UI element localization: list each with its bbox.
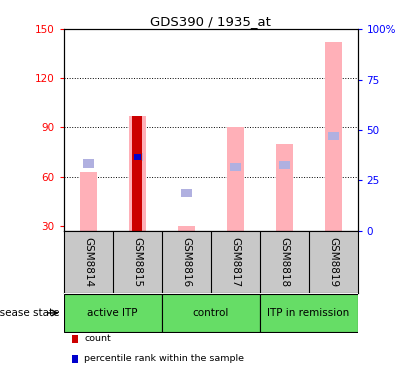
Text: GSM8816: GSM8816	[181, 237, 191, 287]
Text: GSM8819: GSM8819	[328, 237, 338, 287]
Text: count: count	[84, 334, 111, 343]
Text: GSM8814: GSM8814	[83, 237, 93, 287]
Bar	[134, 154, 141, 160]
Bar	[83, 159, 94, 168]
Text: percentile rank within the sample: percentile rank within the sample	[84, 354, 245, 363]
Text: ITP in remission: ITP in remission	[268, 308, 350, 318]
Bar	[325, 42, 342, 231]
Bar	[132, 153, 143, 161]
Bar	[279, 161, 290, 169]
Bar	[80, 172, 97, 231]
Text: active ITP: active ITP	[88, 308, 138, 318]
Title: GDS390 / 1935_at: GDS390 / 1935_at	[150, 15, 271, 28]
Text: control: control	[192, 308, 229, 318]
Bar	[132, 116, 142, 231]
Bar	[230, 163, 241, 171]
Text: GSM8817: GSM8817	[230, 237, 240, 287]
Text: disease state: disease state	[0, 308, 60, 318]
Bar	[178, 226, 195, 231]
Bar	[129, 116, 146, 231]
Bar	[328, 131, 339, 140]
Bar	[226, 127, 244, 231]
Bar	[275, 144, 293, 231]
Bar	[64, 294, 162, 332]
Text: GSM8815: GSM8815	[132, 237, 142, 287]
Text: GSM8818: GSM8818	[279, 237, 289, 287]
Bar	[180, 189, 192, 197]
Bar	[260, 294, 358, 332]
Bar	[162, 294, 260, 332]
